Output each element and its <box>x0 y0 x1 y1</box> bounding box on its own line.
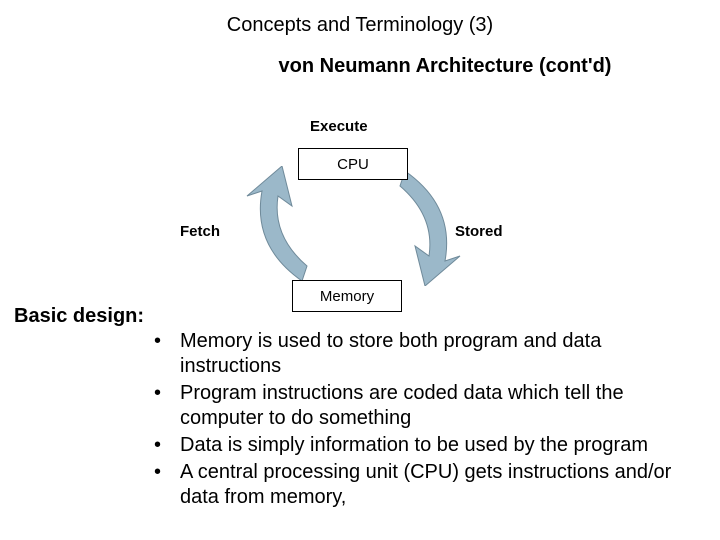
cpu-label: CPU <box>337 156 369 173</box>
memory-label: Memory <box>320 288 374 305</box>
slide-subtitle: von Neumann Architecture (cont'd) <box>0 55 720 78</box>
list-item: Program instructions are coded data whic… <box>154 381 704 431</box>
fetch-label: Fetch <box>180 223 220 240</box>
basic-design-heading: Basic design: <box>14 305 144 327</box>
fetch-arrow-icon <box>242 166 332 286</box>
list-item: Memory is used to store both program and… <box>154 329 704 379</box>
slide-title: Concepts and Terminology (3) <box>0 14 720 37</box>
execute-label: Execute <box>310 118 368 135</box>
list-item: A central processing unit (CPU) gets ins… <box>154 460 704 510</box>
cpu-box: CPU <box>298 148 408 180</box>
list-item: Data is simply information to be used by… <box>154 433 704 458</box>
bullet-list: Memory is used to store both program and… <box>14 329 704 510</box>
cycle-diagram: Execute Fetch Stored CPU Memory <box>180 118 520 318</box>
content-area: Basic design: Memory is used to store bo… <box>14 304 704 512</box>
store-arrow-icon <box>375 166 465 286</box>
